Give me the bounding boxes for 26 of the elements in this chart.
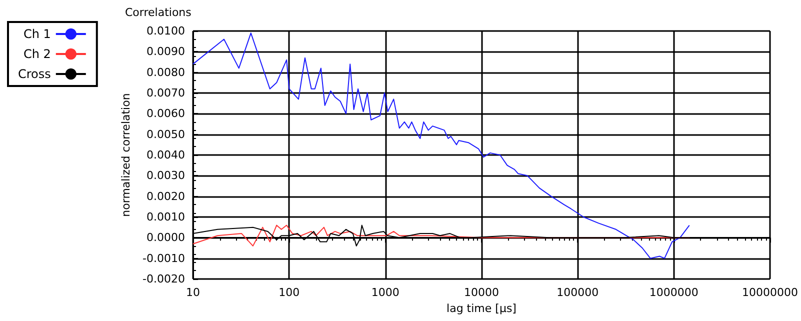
y-tick-label: 0.0030 [146,169,185,182]
y-tick-label: 0.0080 [146,66,185,79]
y-tick-label: 0.0060 [146,107,185,120]
y-tick-label: 0.0010 [146,210,185,224]
x-tick-label: 1000000 [649,286,698,299]
x-tick-label: 10000000 [742,286,798,299]
x-tick-label: 100 [278,286,300,299]
y-tick-label: -0.0020 [142,272,185,286]
legend-label: Cross [18,67,51,81]
y-tick-label: 0.0100 [146,24,185,38]
y-tick-label: 0.0000 [146,231,185,244]
legend-label: Ch 1 [23,27,51,41]
x-tick-label: 100000 [556,286,599,299]
chart-title: Correlations [125,6,192,19]
x-axis-title: lag time [µs] [446,302,516,315]
y-tick-label: 0.0070 [146,86,185,100]
y-tick-label: -0.0010 [142,252,185,265]
y-tick-label: 0.0040 [146,148,185,162]
x-tick-label: 1000 [371,286,400,299]
x-tick-label: 10 [186,286,200,299]
y-axis-title: normalized correlation [120,93,133,217]
y-tick-label: 0.0090 [146,45,185,58]
legend-label: Ch 2 [23,47,51,61]
y-tick-label: 0.0050 [146,128,185,141]
y-tick-label: 0.0020 [146,190,185,203]
x-tick-label: 10000 [464,286,500,299]
